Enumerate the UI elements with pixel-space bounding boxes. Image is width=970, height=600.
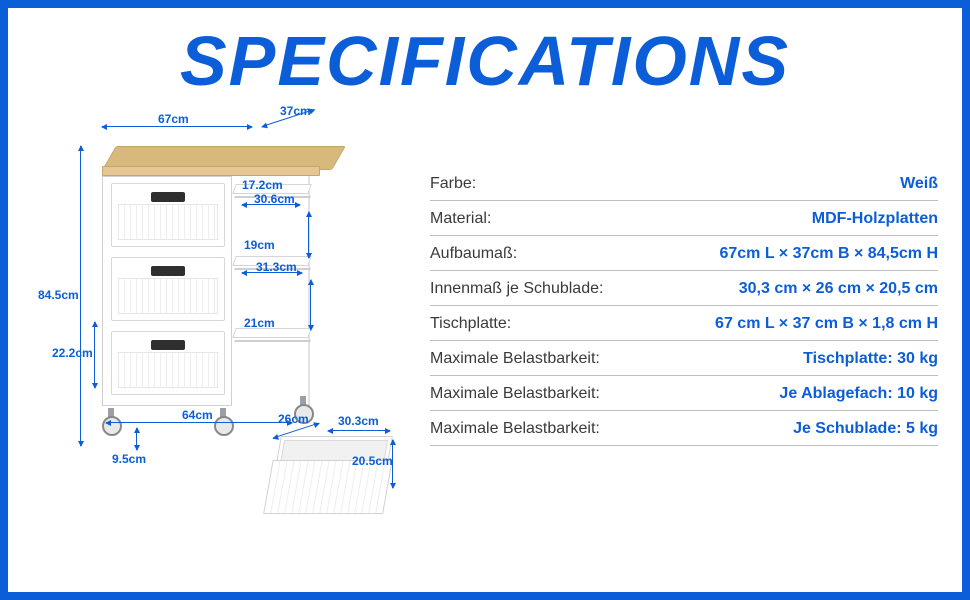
spec-label: Maximale Belastbarkeit:: [430, 350, 600, 368]
dim-line-gap2: [310, 280, 311, 330]
cart: [102, 146, 332, 446]
spec-row: Aufbaumaß: 67cm L × 37cm B × 84,5cm H: [430, 236, 938, 271]
spec-value: Je Ablagefach: 10 kg: [779, 385, 938, 403]
dim-box-depth: 26cm: [278, 412, 309, 426]
spec-value: 67 cm L × 37 cm B × 1,8 cm H: [715, 315, 938, 333]
content-area: 67cm 37cm 84.5cm: [8, 106, 962, 592]
spec-label: Tischplatte:: [430, 315, 511, 333]
dim-line-gap1: [308, 212, 309, 258]
dim-shelf-gap1: 19cm: [244, 238, 275, 252]
spec-label: Aufbaumaß:: [430, 245, 517, 263]
spec-table: Farbe: Weiß Material: MDF-Holzplatten Au…: [430, 116, 938, 572]
spec-label: Maximale Belastbarkeit:: [430, 385, 600, 403]
dim-drawer-height: 17.2cm: [242, 178, 283, 192]
product-figure: 67cm 37cm 84.5cm: [32, 116, 412, 572]
product-illustration: 67cm 37cm 84.5cm: [32, 116, 412, 546]
title: SPECIFICATIONS: [8, 8, 962, 106]
dim-shelf1-width: 30.6cm: [254, 192, 295, 206]
spec-row: Innenmaß je Schublade: 30,3 cm × 26 cm ×…: [430, 271, 938, 306]
dim-drawer-front: 22.2cm: [52, 346, 93, 360]
spec-row: Material: MDF-Holzplatten: [430, 201, 938, 236]
dim-base-width: 64cm: [182, 408, 213, 422]
cart-top-edge: [102, 166, 320, 176]
spec-value: 30,3 cm × 26 cm × 20,5 cm: [739, 280, 938, 298]
spec-row: Tischplatte: 67 cm L × 37 cm B × 1,8 cm …: [430, 306, 938, 341]
dim-overall-height: 84.5cm: [38, 288, 79, 302]
dim-box-width: 30.3cm: [338, 414, 379, 428]
spec-row: Maximale Belastbarkeit: Tischplatte: 30 …: [430, 341, 938, 376]
spec-label: Innenmaß je Schublade:: [430, 280, 603, 298]
spec-label: Farbe:: [430, 175, 476, 193]
spec-value: MDF-Holzplatten: [812, 210, 938, 228]
spec-label: Maximale Belastbarkeit:: [430, 420, 600, 438]
spec-card: SPECIFICATIONS 67cm 37cm 84.5cm: [0, 0, 970, 600]
dim-line-overall-width: [102, 126, 252, 127]
spec-row: Farbe: Weiß: [430, 166, 938, 201]
spec-value: Je Schublade: 5 kg: [793, 420, 938, 438]
drawer-2: [111, 257, 225, 321]
dim-overall-depth: 37cm: [280, 104, 311, 118]
spec-row: Maximale Belastbarkeit: Je Schublade: 5 …: [430, 411, 938, 446]
dim-line-box-width: [328, 430, 390, 431]
dim-line-overall-height: [80, 146, 81, 446]
spec-value: 67cm L × 37cm B × 84,5cm H: [719, 245, 938, 263]
caster: [98, 408, 124, 438]
spec-value: Weiß: [900, 175, 938, 193]
dim-box-height: 20.5cm: [352, 454, 393, 468]
drawer-3: [111, 331, 225, 395]
spec-row: Maximale Belastbarkeit: Je Ablagefach: 1…: [430, 376, 938, 411]
dim-line-caster: [136, 428, 137, 450]
dim-line-drawer-front: [94, 322, 95, 388]
dim-caster-height: 9.5cm: [112, 452, 146, 466]
drawer-box: [263, 436, 397, 514]
spec-label: Material:: [430, 210, 491, 228]
spec-value: Tischplatte: 30 kg: [803, 350, 938, 368]
cart-drawer-column: [102, 176, 232, 406]
cart-shelf-column: [234, 176, 310, 406]
dim-shelf2-width: 31.3cm: [256, 260, 297, 274]
caster: [210, 408, 236, 438]
dim-shelf-gap2: 21cm: [244, 316, 275, 330]
drawer-1: [111, 183, 225, 247]
dim-line-base: [106, 422, 292, 423]
dim-overall-width: 67cm: [158, 112, 189, 126]
